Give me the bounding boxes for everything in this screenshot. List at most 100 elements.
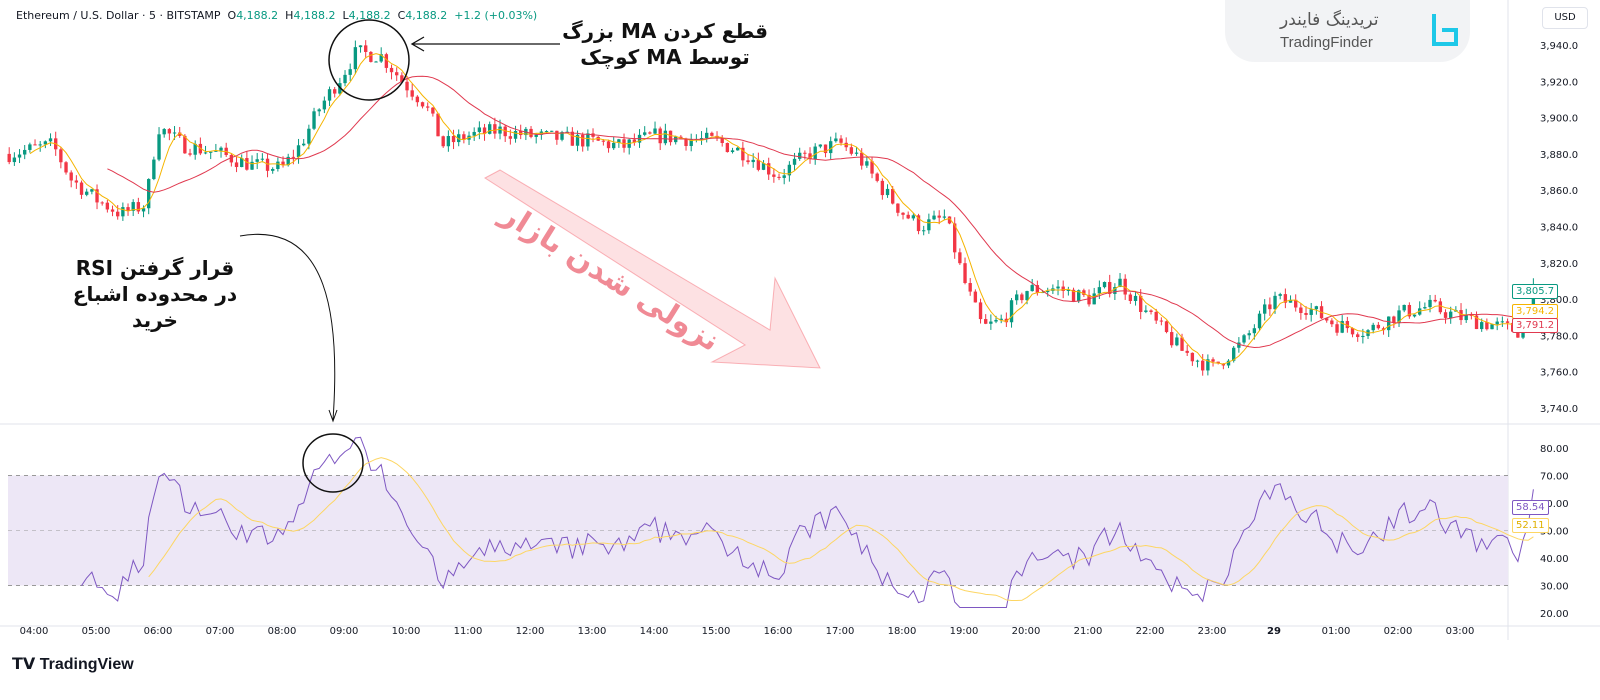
candle-body (203, 152, 208, 154)
candle-body (973, 291, 978, 303)
candle-body (296, 145, 301, 158)
logo-text-en: TradingFinder (1280, 34, 1373, 51)
candle-body (85, 191, 89, 195)
candle-body (1257, 313, 1262, 329)
candle-body (493, 124, 497, 134)
candle-body (384, 54, 389, 68)
candle-body (353, 47, 358, 70)
symbol-title[interactable]: Ethereum / U.S. Dollar · 5 · BITSTAMP (16, 9, 221, 22)
candle-body (281, 161, 285, 166)
candle-body (116, 211, 120, 217)
candle-body (911, 215, 916, 219)
candle-body (136, 202, 141, 212)
candle-body (1216, 361, 1220, 364)
candle-body (358, 45, 363, 48)
candle-body (379, 54, 383, 62)
candle-body (1330, 320, 1334, 325)
low-value: 4,188.2 (348, 9, 391, 22)
tradingview-logo[interactable]: 𝗧𝗩 TradingView (12, 656, 134, 673)
candle-body (271, 168, 275, 171)
candle-body (1273, 295, 1277, 310)
candle-body (865, 161, 869, 166)
candle-body (405, 81, 409, 91)
candle-body (1164, 321, 1169, 333)
currency-button[interactable]: USD (1542, 7, 1588, 29)
candle-body (472, 131, 476, 136)
candle-body (183, 135, 187, 154)
candle-body (746, 160, 750, 163)
candle-body (689, 139, 693, 147)
annotation-line: در محدوده اشباع (72, 282, 238, 306)
change-value: +1.2 (+0.03%) (454, 9, 538, 22)
candle-body (1376, 324, 1381, 329)
candle-body (1340, 321, 1344, 333)
candle-body (131, 202, 135, 211)
candle-body (736, 147, 740, 151)
time-tick-label: 19:00 (950, 626, 979, 637)
candle-body (1449, 311, 1453, 318)
candle-body (219, 147, 223, 151)
candle-body (798, 152, 802, 159)
candle-body (1144, 310, 1148, 312)
candle-body (508, 136, 513, 139)
candle-body (555, 130, 559, 140)
candle-body (808, 153, 812, 160)
candle-body (1180, 337, 1184, 351)
candle-body (1123, 278, 1127, 295)
tradingfinder-logo: تریدینگ فایندر TradingFinder (1225, 0, 1470, 62)
candle-body (69, 172, 73, 181)
candle-body (389, 67, 394, 73)
candle-body (1335, 324, 1339, 333)
symbol-header: Ethereum / U.S. Dollar · 5 · BITSTAMP O4… (16, 9, 538, 22)
candle-body (302, 143, 306, 146)
candle-body (245, 158, 249, 170)
candle-body (1407, 304, 1412, 317)
candle-body (1195, 360, 1200, 362)
candle-body (901, 212, 905, 215)
candle-body (214, 150, 218, 152)
candle-body (1226, 360, 1231, 366)
candle-body (922, 230, 926, 232)
candle-body (74, 180, 79, 183)
candle-body (1423, 307, 1427, 309)
price-tick-label: 3,860.0 (1540, 186, 1578, 197)
time-tick-label: 09:00 (330, 626, 359, 637)
candle-body (999, 318, 1003, 320)
candle-body (400, 75, 404, 82)
candle-body (193, 143, 197, 155)
candle-body (1159, 320, 1164, 322)
candle-body (601, 140, 606, 142)
candle-body (777, 176, 781, 178)
candle-body (1433, 299, 1437, 302)
candle-body (891, 188, 895, 204)
candle-body (1345, 321, 1350, 329)
rsi-ma-line (148, 457, 1534, 601)
candle-body (1185, 350, 1189, 353)
candle-body (880, 180, 885, 196)
candle-body (772, 174, 776, 177)
candle-body (870, 161, 874, 174)
candle-body (513, 131, 518, 139)
time-tick-label: 17:00 (826, 626, 855, 637)
candle-body (110, 209, 115, 212)
candle-body (730, 150, 735, 153)
candle-body (162, 129, 166, 135)
candle-body (157, 134, 161, 160)
candle-body (348, 69, 352, 75)
candle-body (994, 319, 998, 322)
candle-body (963, 263, 967, 284)
candle-body (916, 215, 921, 232)
candle-body (276, 161, 280, 169)
candle-body (1252, 328, 1257, 334)
candle-body (446, 136, 451, 147)
candle-body (968, 283, 972, 292)
candle-body (643, 132, 647, 135)
candle-body (451, 136, 456, 143)
candle-body (1531, 288, 1536, 319)
candle-body (1480, 322, 1484, 330)
rsi-tick-label: 80.00 (1540, 444, 1569, 455)
candle-body (420, 102, 425, 107)
candle-body (415, 96, 420, 103)
candle-body (570, 131, 575, 146)
